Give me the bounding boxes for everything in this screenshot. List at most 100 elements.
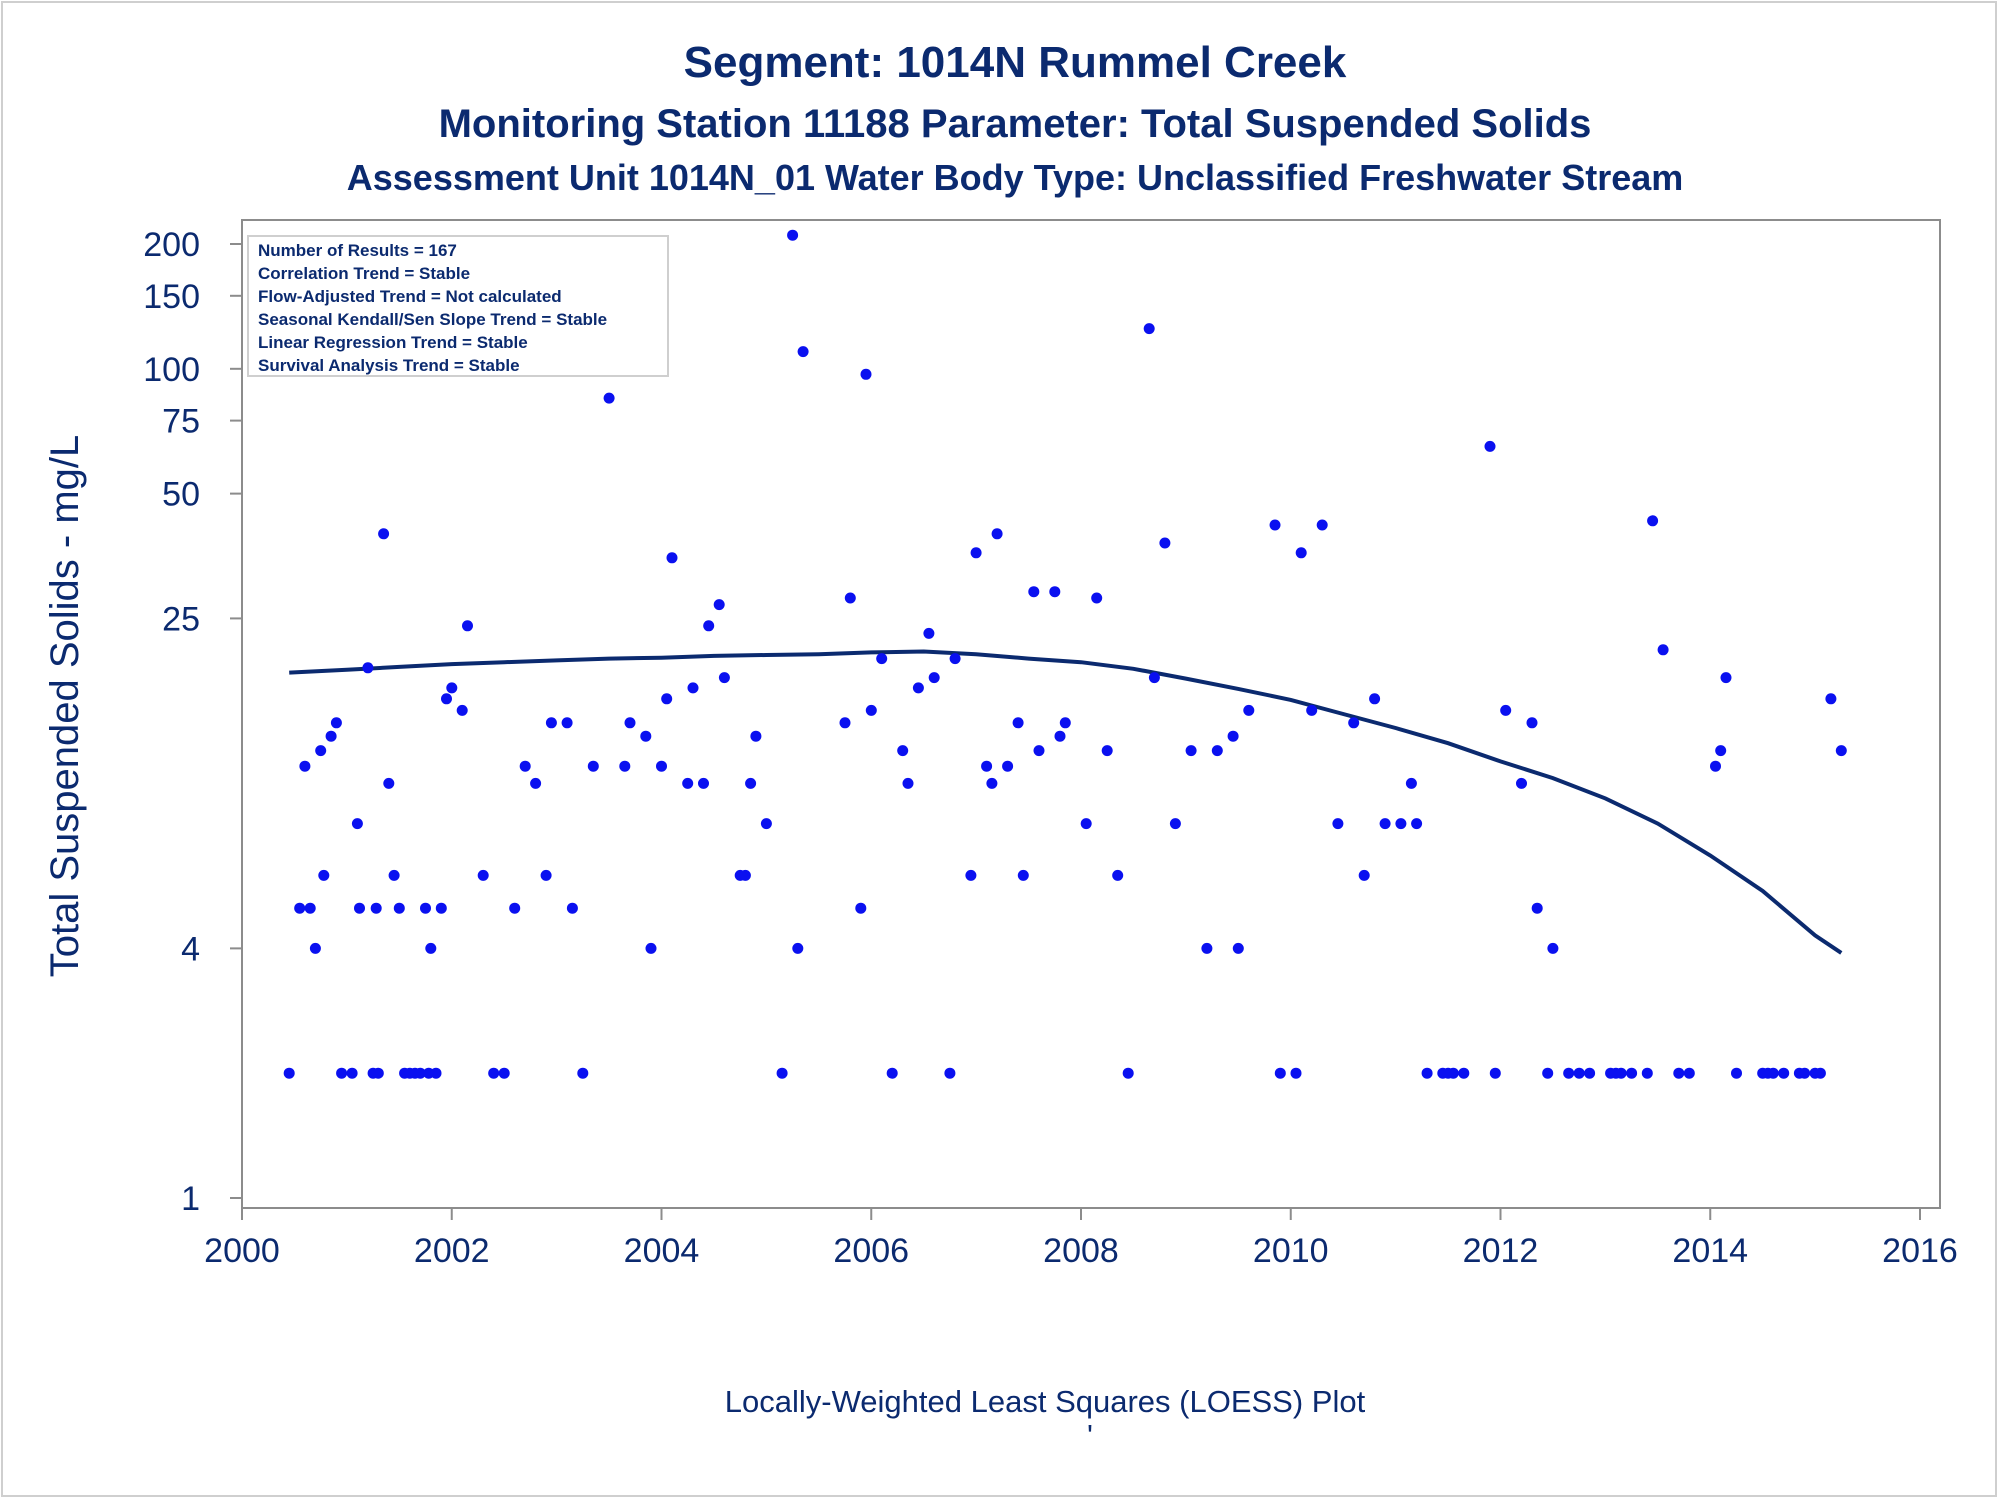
legend-line: Seasonal Kendall/Sen Slope Trend = Stabl… [258, 310, 607, 329]
x-tick-label: 2014 [1672, 1232, 1748, 1270]
data-point [923, 627, 935, 639]
data-point [1673, 1067, 1685, 1079]
data-point [435, 902, 447, 914]
data-point [283, 1067, 295, 1079]
data-point [545, 717, 557, 729]
data-point [1232, 942, 1244, 954]
y-tick-label: 200 [143, 226, 200, 264]
data-point [446, 682, 458, 694]
y-tick-label: 100 [143, 351, 200, 389]
data-point [912, 682, 924, 694]
data-point [294, 902, 306, 914]
data-point [1091, 592, 1103, 604]
data-point [1211, 745, 1223, 757]
data-point [1316, 519, 1328, 531]
data-point [1185, 745, 1197, 757]
data-point [425, 942, 437, 954]
data-point [1799, 1067, 1811, 1079]
data-point [1626, 1067, 1638, 1079]
data-point [1028, 586, 1040, 598]
data-point [656, 760, 667, 772]
data-point [519, 760, 531, 772]
data-point [1484, 440, 1496, 452]
data-point [362, 662, 374, 674]
data-point [1715, 745, 1727, 757]
data-point [1710, 760, 1721, 772]
data-point [965, 869, 977, 881]
data-point [760, 818, 772, 830]
data-point [739, 869, 751, 881]
data-point [1835, 745, 1847, 757]
data-point [304, 902, 316, 914]
data-point [750, 730, 762, 742]
data-point [1500, 704, 1512, 716]
data-point [456, 704, 468, 716]
data-point [687, 682, 699, 694]
data-point [1379, 818, 1391, 830]
data-point [1683, 1067, 1695, 1079]
data-point [698, 777, 709, 789]
data-point [498, 1067, 510, 1079]
data-point [346, 1067, 358, 1079]
data-point [886, 1067, 898, 1079]
data-point [1657, 644, 1669, 656]
data-point [299, 760, 311, 772]
footnote-mark: ' [1087, 1418, 1093, 1453]
data-point [1143, 323, 1155, 335]
y-axis-label: Total Suspended Solids - mg/L [43, 435, 87, 978]
data-point [309, 942, 321, 954]
data-point [1049, 586, 1061, 598]
data-point [703, 620, 715, 632]
data-point [949, 653, 961, 665]
footnote-loess: Locally-Weighted Least Squares (LOESS) P… [725, 1384, 1366, 1419]
data-point [1547, 942, 1559, 954]
data-point [1295, 547, 1307, 559]
data-point [981, 760, 993, 772]
data-point [354, 902, 365, 914]
data-point [1159, 537, 1171, 549]
data-point [1573, 1067, 1585, 1079]
data-point [1033, 745, 1045, 757]
data-point [797, 346, 809, 358]
data-point [1358, 869, 1370, 881]
data-point [787, 229, 799, 241]
data-point [1405, 777, 1417, 789]
data-point [388, 869, 400, 881]
legend-line: Flow-Adjusted Trend = Not calculated [258, 287, 562, 306]
data-point [897, 745, 909, 757]
data-point [1306, 704, 1318, 716]
data-point [1012, 717, 1024, 729]
data-point [1421, 1067, 1433, 1079]
legend-line: Correlation Trend = Stable [258, 264, 470, 283]
data-point [540, 869, 552, 881]
legend-line: Number of Results = 167 [258, 241, 457, 260]
data-point [1825, 693, 1837, 705]
data-point [414, 1067, 426, 1079]
data-point [462, 620, 473, 632]
data-point [1731, 1067, 1742, 1079]
x-tick-label: 2010 [1253, 1232, 1329, 1270]
data-point [839, 717, 851, 729]
legend-line: Linear Regression Trend = Stable [258, 333, 528, 352]
y-tick-label: 1 [181, 1180, 200, 1218]
data-point [1054, 730, 1066, 742]
data-point [530, 777, 542, 789]
data-point [488, 1067, 500, 1079]
data-point [1447, 1067, 1459, 1079]
y-tick-label: 75 [162, 403, 200, 441]
data-point [718, 672, 730, 684]
y-tick-label: 25 [162, 600, 200, 638]
data-point [1563, 1067, 1575, 1079]
data-point [1647, 515, 1659, 527]
data-point [1489, 1067, 1501, 1079]
data-point [1112, 869, 1124, 881]
data-point [865, 704, 877, 716]
data-point [661, 693, 673, 705]
data-point [383, 777, 395, 789]
x-tick-label: 2008 [1043, 1232, 1119, 1270]
data-point [1002, 760, 1014, 772]
data-point [1017, 869, 1029, 881]
data-point [666, 552, 678, 564]
